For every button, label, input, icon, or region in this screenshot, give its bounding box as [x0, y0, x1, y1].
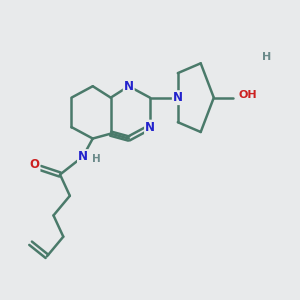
Text: OH: OH — [239, 90, 257, 100]
Text: N: N — [173, 91, 183, 104]
Text: N: N — [145, 121, 155, 134]
Text: N: N — [124, 80, 134, 93]
Text: H: H — [92, 154, 100, 164]
Text: H: H — [262, 52, 271, 62]
Text: O: O — [29, 158, 40, 171]
Text: N: N — [78, 150, 88, 163]
